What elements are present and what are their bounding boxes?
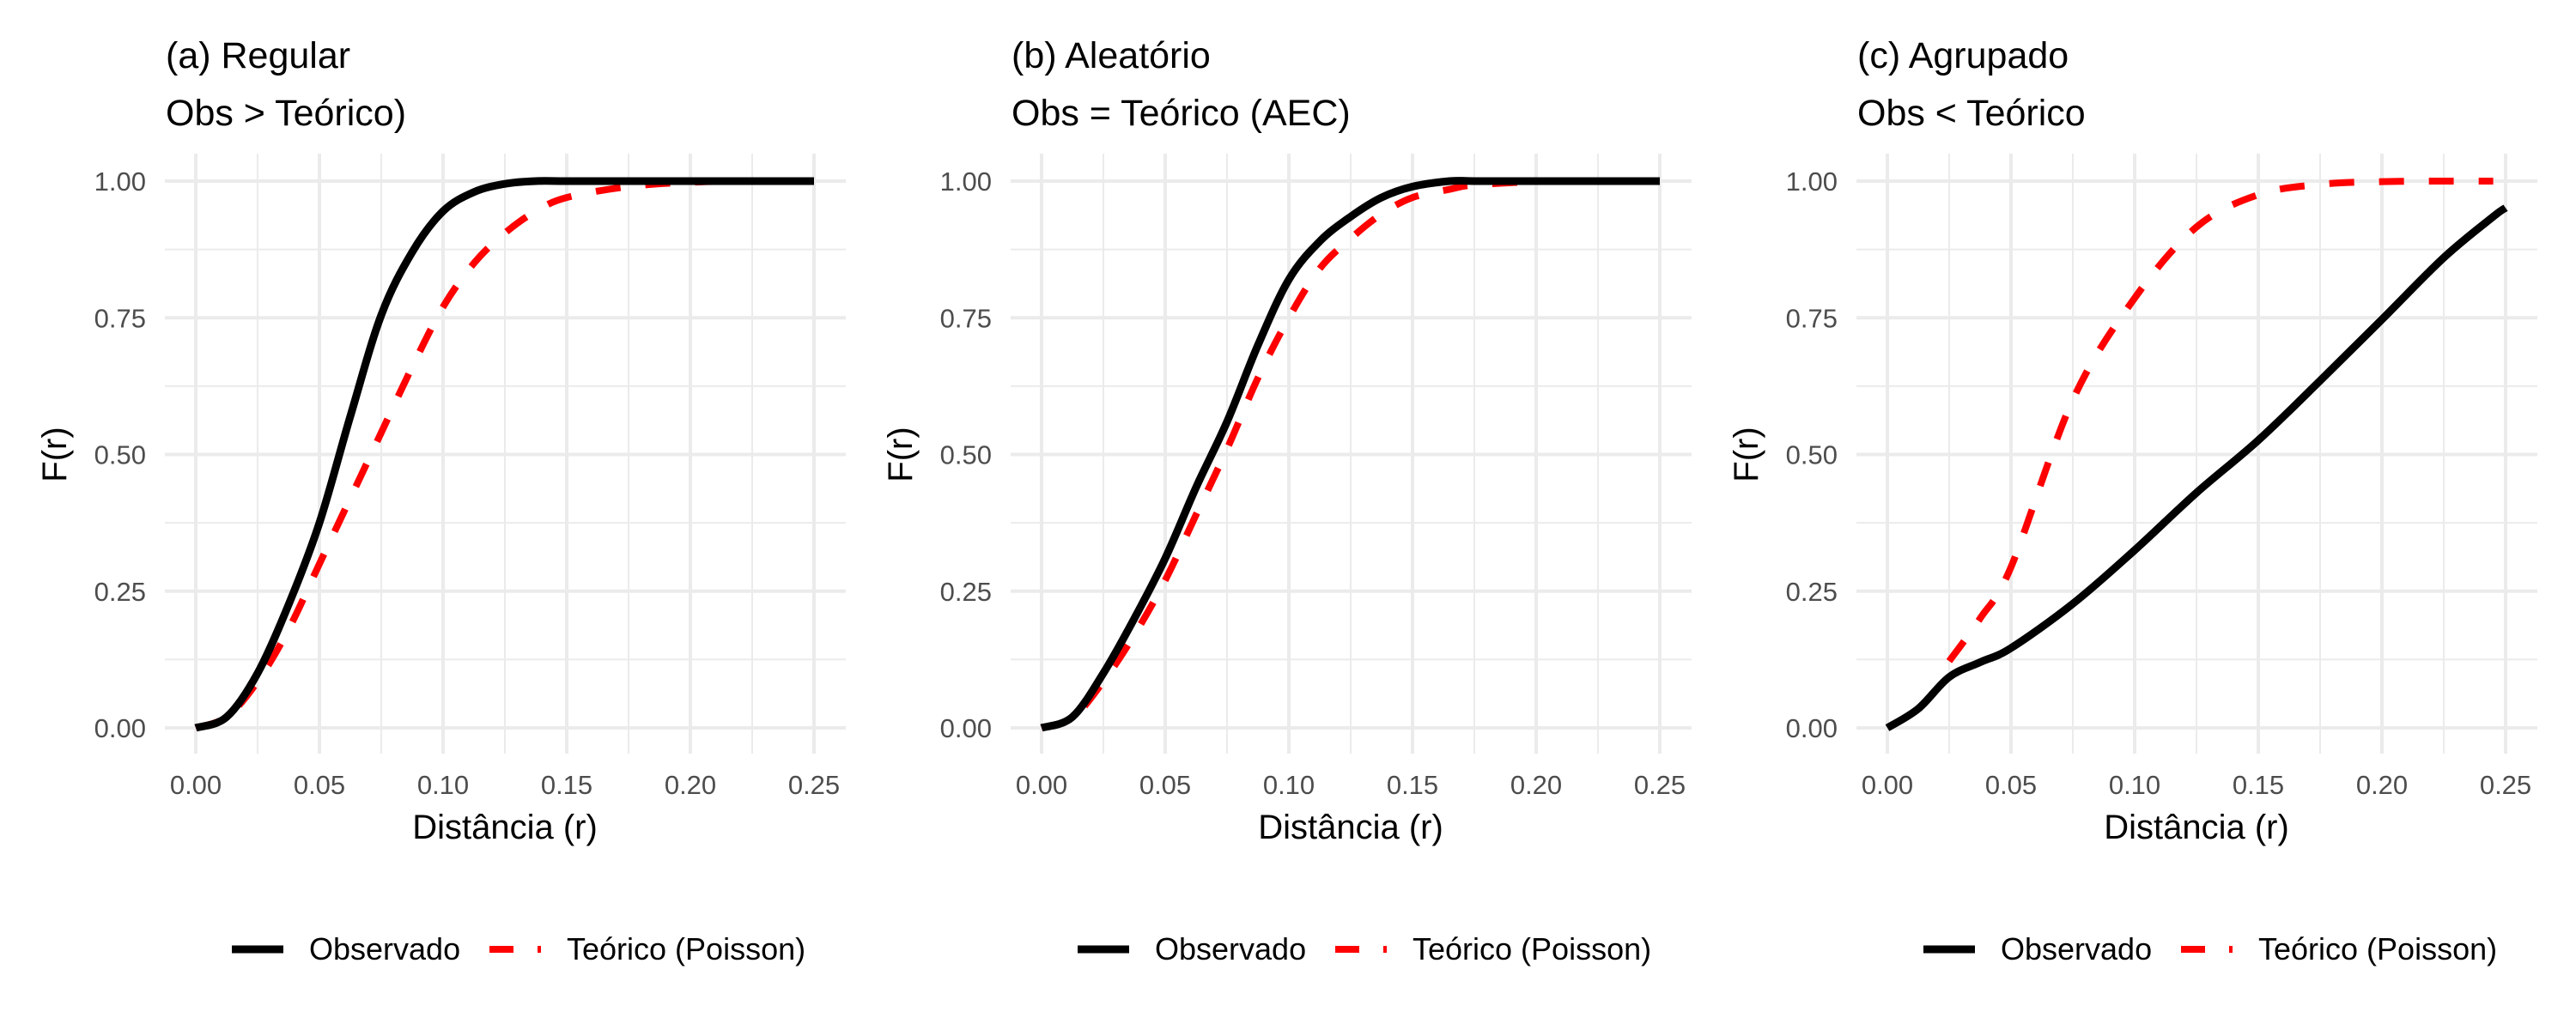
x-tick-labels: 0.00 0.05 0.10 0.15 0.20 0.25 [170,770,840,800]
y-tick-label: 0.50 [94,440,146,470]
x-tick-label: 0.10 [2109,770,2160,800]
x-tick-label: 0.10 [1263,770,1315,800]
y-tick-label: 0.00 [940,713,992,743]
series-group [1040,177,1661,732]
y-tick-label: 1.00 [1786,167,1838,197]
series-line-observado [1040,177,1660,732]
panel-title: (c) Agrupado [1857,35,2069,76]
x-tick-label: 0.00 [170,770,222,800]
series-line-observado [1885,204,2508,731]
y-tick-label: 0.50 [1786,440,1838,470]
x-tick-label: 0.25 [1634,770,1686,800]
x-tick-label: 0.20 [1510,770,1562,800]
series-group [1885,177,2508,731]
x-axis-title: Distância (r) [2104,809,2289,846]
series-line-teorico [1040,177,1661,731]
x-tick-label: 0.10 [417,770,469,800]
y-tick-label: 0.50 [940,440,992,470]
legend-label-teorico: Teórico (Poisson) [2258,931,2497,966]
x-tick-label: 0.15 [541,770,592,800]
legend-label-teorico: Teórico (Poisson) [1413,931,1651,966]
panel-regular: (a) Regular Obs > Teórico) 0.000.250.500… [36,35,846,966]
legend: Observado Teórico (Poisson) [1078,931,1651,966]
gridlines [1856,154,2537,754]
x-tick-label: 0.05 [1139,770,1191,800]
panel-subtitle: Obs = Teórico (AEC) [1012,93,1351,134]
y-tick-label: 0.25 [1786,577,1838,607]
y-axis-title: F(r) [36,427,74,482]
y-axis-title: F(r) [882,427,920,482]
legend-label-teorico: Teórico (Poisson) [567,931,805,966]
panel-subtitle: Obs > Teórico) [166,93,406,134]
y-tick-label: 0.00 [94,713,146,743]
legend: Observado Teórico (Poisson) [232,931,805,966]
y-tick-labels: 0.00 0.25 0.50 0.75 1.00 [940,167,992,743]
x-tick-labels: 0.00 0.05 0.10 0.15 0.20 0.25 [1862,770,2531,800]
x-tick-label: 0.25 [788,770,840,800]
x-tick-labels: 0.00 0.05 0.10 0.15 0.20 0.25 [1016,770,1686,800]
y-tick-label: 0.25 [940,577,992,607]
y-axis-title: F(r) [1728,427,1765,482]
legend: Observado Teórico (Poisson) [1923,931,2497,966]
y-tick-label: 0.75 [94,303,146,333]
panel-title: (a) Regular [166,35,350,76]
x-tick-label: 0.25 [2480,770,2531,800]
panel-agrupado: (c) Agrupado Obs < Teórico 0.000.250.500… [1728,35,2537,966]
x-tick-label: 0.15 [2233,770,2284,800]
y-tick-label: 1.00 [94,167,146,197]
panel-title: (b) Aleatório [1012,35,1211,76]
panel-aleatorio: (b) Aleatório Obs = Teórico (AEC) 0.000.… [882,35,1692,966]
x-tick-label: 0.00 [1016,770,1067,800]
y-tick-label: 0.75 [1786,303,1838,333]
x-axis-title: Distância (r) [412,809,598,846]
gridlines [1011,154,1692,754]
legend-label-observado: Observado [1155,931,1306,966]
x-tick-label: 0.20 [665,770,716,800]
x-tick-label: 0.05 [294,770,345,800]
x-tick-label: 0.05 [1985,770,2037,800]
x-tick-label: 0.20 [2356,770,2408,800]
series-line-teorico [1946,177,2494,663]
y-tick-label: 1.00 [940,167,992,197]
x-axis-title: Distância (r) [1258,809,1443,846]
series-line-observado [194,177,814,732]
y-tick-label: 0.25 [94,577,146,607]
x-tick-label: 0.15 [1387,770,1438,800]
y-tick-label: 0.75 [940,303,992,333]
panel-subtitle: Obs < Teórico [1857,93,2086,134]
y-tick-label: 0.00 [1786,713,1838,743]
x-tick-label: 0.00 [1862,770,1913,800]
legend-label-observado: Observado [2001,931,2152,966]
gridlines [165,154,846,754]
legend-label-observado: Observado [309,931,460,966]
y-tick-labels: 0.00 0.25 0.50 0.75 1.00 [94,167,146,743]
y-tick-labels: 0.00 0.25 0.50 0.75 1.00 [1786,167,1838,743]
series-group [194,177,815,732]
